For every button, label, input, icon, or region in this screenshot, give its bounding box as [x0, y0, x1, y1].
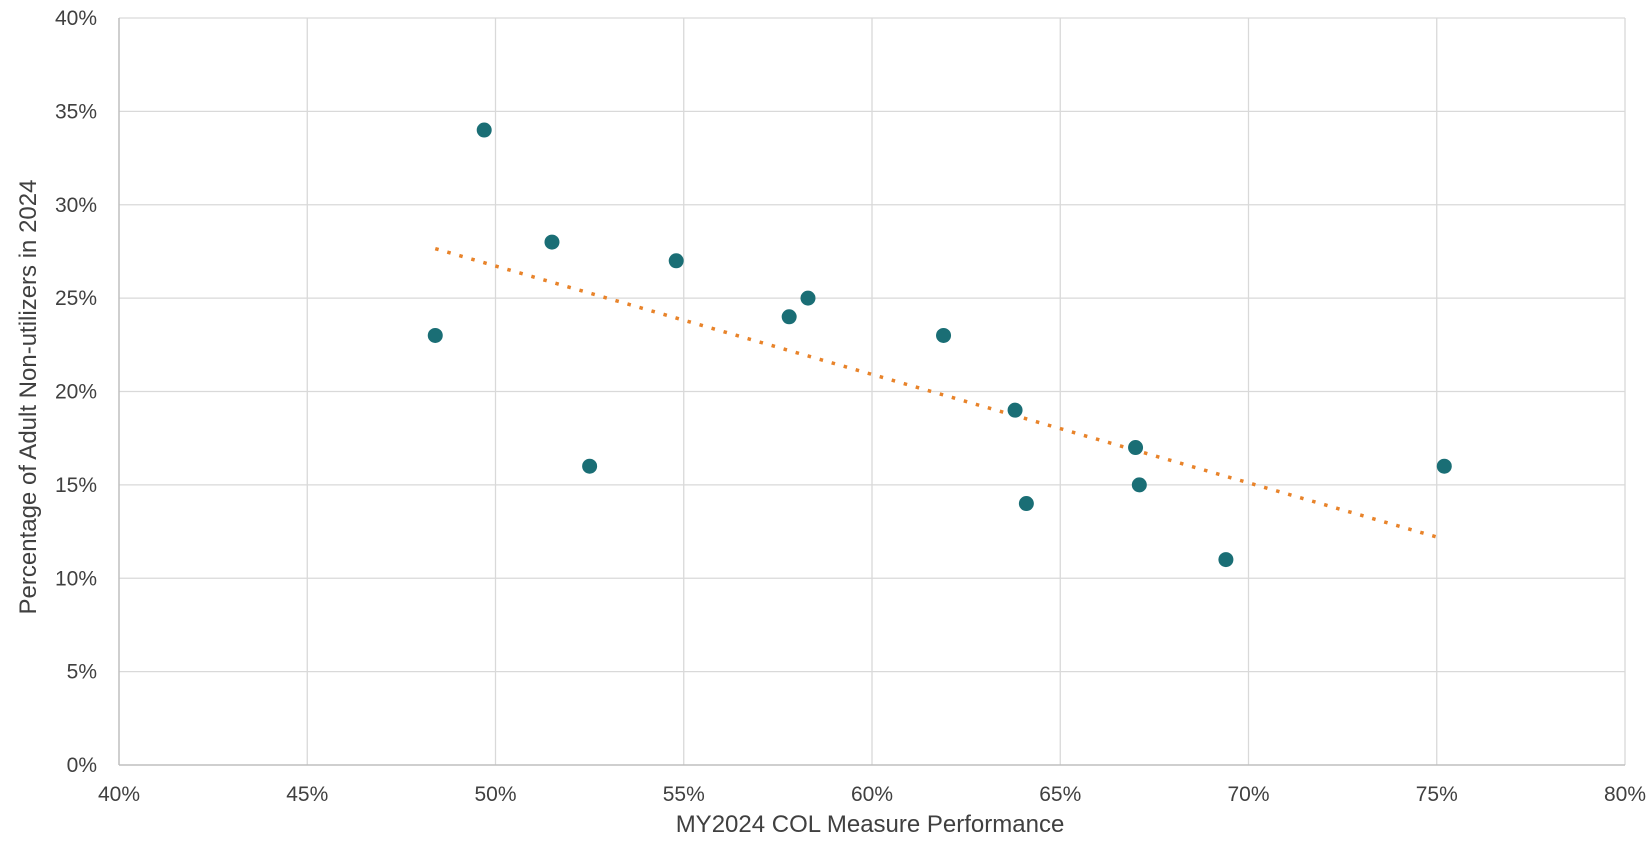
data-point — [1007, 402, 1023, 418]
data-point — [582, 458, 598, 474]
y-axis-title: Percentage of Adult Non-utilizers in 202… — [15, 180, 42, 615]
data-point — [781, 309, 797, 325]
gridlines — [119, 17, 1626, 765]
data-point — [1436, 458, 1452, 474]
x-tick-label: 70% — [1227, 783, 1269, 806]
y-tick-label: 25% — [55, 287, 97, 310]
x-tick-label: 45% — [286, 783, 328, 806]
x-tick-label: 65% — [1039, 783, 1081, 806]
y-tick-label: 20% — [55, 381, 97, 404]
axes — [118, 18, 1625, 766]
data-point — [668, 253, 684, 269]
x-tick-label: 55% — [663, 783, 705, 806]
data-point — [800, 290, 816, 306]
trendline-layer — [434, 246, 1441, 540]
x-tick-label: 60% — [851, 783, 893, 806]
data-points — [427, 122, 1452, 568]
y-tick-label: 0% — [67, 754, 97, 777]
data-point — [1131, 477, 1147, 493]
y-tick-label: 35% — [55, 100, 97, 123]
x-tick-label: 80% — [1604, 783, 1646, 806]
data-point — [476, 122, 492, 138]
data-point — [544, 234, 560, 250]
data-point — [1128, 440, 1144, 456]
y-tick-labels: 0% 5% 10% 15% 20% 25% 30% 35% 40% — [55, 7, 97, 777]
x-tick-labels: 40% 45% 50% 55% 60% 65% 70% 75% 80% — [98, 783, 1646, 806]
data-point — [427, 327, 443, 343]
x-tick-label: 75% — [1416, 783, 1458, 806]
data-point — [936, 327, 952, 343]
x-axis-title: MY2024 COL Measure Performance — [676, 811, 1065, 838]
y-tick-label: 40% — [55, 7, 97, 30]
y-tick-label: 10% — [55, 567, 97, 590]
x-tick-label: 40% — [98, 783, 140, 806]
y-tick-label: 30% — [55, 194, 97, 217]
data-point — [1218, 552, 1234, 568]
data-point — [1018, 496, 1034, 512]
trendline — [434, 246, 1441, 540]
y-tick-label: 5% — [67, 661, 97, 684]
x-tick-label: 50% — [474, 783, 516, 806]
y-tick-label: 15% — [55, 474, 97, 497]
